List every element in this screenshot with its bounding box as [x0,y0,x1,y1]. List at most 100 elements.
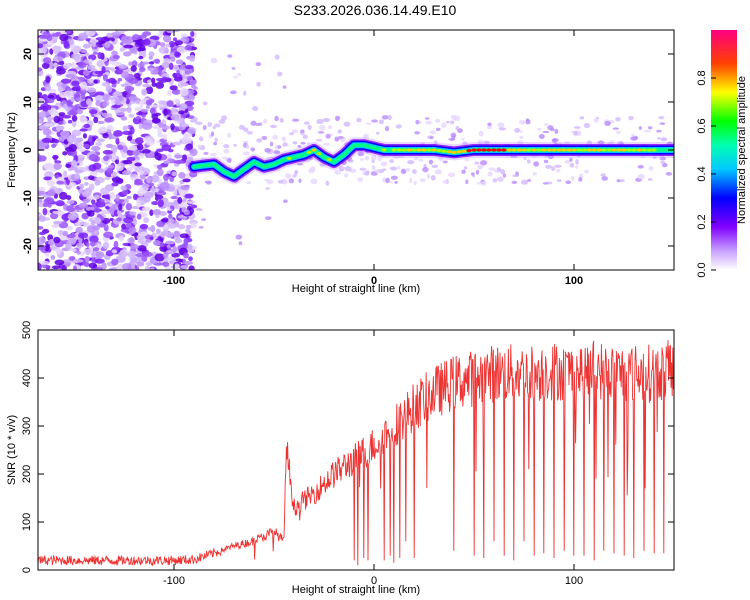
noise-blob [162,35,172,43]
noise-blob [55,68,66,75]
ridge-hotspot [551,148,557,152]
noise-blob [73,259,84,263]
noise-blob [123,39,134,44]
noise-blob [76,108,83,115]
noise-blob [127,250,137,258]
noise-blob [94,217,102,225]
noise-blob [180,264,188,269]
noise-blob [316,118,324,125]
noise-blob [185,224,192,230]
noise-blob [165,30,176,34]
noise-blob [265,216,272,221]
noise-blob [190,222,197,229]
noise-blob [464,158,470,162]
ridge-hotspot [381,148,387,152]
noise-blob [194,208,202,211]
noise-blob [38,92,43,97]
noise-blob [48,39,54,47]
noise-blob [126,135,133,142]
noise-blob [156,220,165,228]
ridge-hotspot [581,148,587,152]
ridge-hotspot [566,148,572,152]
noise-blob [105,205,110,210]
noise-blob [71,114,78,122]
noise-blob [132,150,141,156]
ridge-hotspot [506,148,512,152]
noise-blob [137,152,145,159]
noise-blob [167,218,175,223]
noise-blob [113,91,123,96]
noise-blob [145,239,152,243]
noise-blob [54,259,65,266]
noise-blob [155,81,165,89]
ridge-hotspot [446,150,452,154]
noise-blob [245,144,250,150]
noise-blob [99,199,105,203]
noise-blob [547,125,554,131]
snr-series-line [38,340,674,567]
snr-ytick-label: 400 [21,369,33,387]
noise-blob [413,180,417,186]
noise-blob [95,141,103,146]
noise-blob [616,179,621,183]
noise-blob [80,49,88,53]
noise-blob [89,150,96,155]
noise-blob [170,114,180,121]
noise-blob [117,144,124,151]
noise-blob [101,112,110,118]
ridge-hotspot [471,148,477,152]
noise-blob [246,131,253,135]
noise-blob [514,127,521,133]
noise-blob [323,142,330,146]
noise-blob [111,144,118,153]
noise-blob [74,105,79,111]
noise-blob [415,119,420,125]
noise-blob [111,249,118,254]
noise-blob [564,160,571,164]
ridge-hotspot [501,148,507,152]
noise-blob [637,164,644,169]
noise-blob [282,142,288,147]
noise-blob [429,136,434,140]
noise-blob [115,165,124,171]
noise-blob [448,137,456,141]
noise-blob [59,33,69,42]
noise-blob [474,161,480,165]
snr-ytick-label: 300 [21,417,33,435]
noise-blob [133,72,141,79]
noise-blob [565,180,572,185]
noise-blob [120,116,128,121]
noise-blob [189,148,198,157]
ridge-hotspot [621,148,627,152]
noise-blob [364,155,370,161]
noise-blob [542,130,550,134]
noise-blob [38,197,43,203]
noise-blob [67,137,77,143]
noise-blob [80,92,86,100]
noise-blob [60,78,72,84]
noise-blob [414,131,420,135]
noise-blob [450,120,455,125]
noise-blob [115,178,124,185]
noise-blob [66,238,77,245]
noise-blob [107,131,113,140]
noise-blob [151,117,161,124]
noise-blob [262,118,268,124]
noise-blob [231,67,236,70]
noise-blob [461,169,466,174]
ridge-hotspot [601,148,607,152]
noise-blob [272,134,279,140]
noise-blob [101,81,111,87]
noise-blob [400,168,407,175]
noise-blob [288,178,295,184]
noise-blob [53,220,62,225]
ridge-hotspot [576,148,582,152]
noise-blob [62,170,68,177]
snr-ytick-label: 100 [21,513,33,531]
snr-frame [37,329,675,571]
noise-blob [56,125,61,132]
noise-blob [57,56,63,62]
noise-blob [160,218,169,223]
noise-blob [53,236,61,244]
noise-blob [140,108,149,113]
